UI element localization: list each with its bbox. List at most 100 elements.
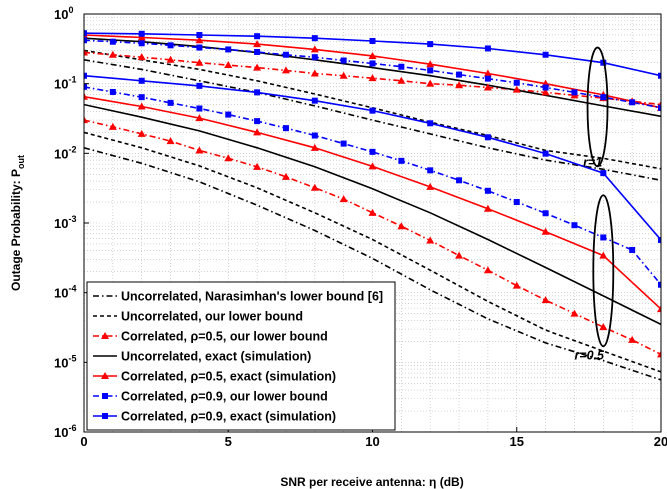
data-point-marker bbox=[368, 208, 377, 216]
data-point-marker bbox=[108, 50, 117, 58]
legend-marker bbox=[101, 332, 109, 339]
x-tick-label: 20 bbox=[654, 434, 667, 449]
data-point-marker bbox=[369, 60, 376, 67]
data-point-marker bbox=[137, 33, 146, 41]
data-point-marker bbox=[137, 53, 146, 61]
data-point-marker bbox=[658, 72, 661, 79]
data-point-marker bbox=[137, 129, 146, 137]
y-tick-label: 10-1 bbox=[54, 75, 76, 92]
data-point-marker bbox=[311, 54, 318, 61]
data-point-marker bbox=[512, 85, 521, 93]
x-tick-label: 10 bbox=[365, 434, 379, 449]
data-point-marker bbox=[629, 99, 636, 106]
data-point-marker bbox=[542, 150, 549, 157]
data-point-marker bbox=[427, 120, 434, 127]
data-point-marker bbox=[542, 51, 549, 58]
data-point-marker bbox=[600, 94, 607, 101]
data-point-marker bbox=[167, 42, 174, 49]
legend-entry: Uncorrelated, Narasimhan's lower bound [… bbox=[121, 290, 383, 304]
data-point-marker bbox=[195, 114, 204, 122]
data-point-marker bbox=[84, 92, 88, 100]
data-point-marker bbox=[310, 69, 319, 77]
data-point-marker bbox=[483, 83, 492, 91]
legend-marker bbox=[101, 372, 109, 379]
y-tick-label: 10-4 bbox=[54, 284, 76, 301]
data-point-marker bbox=[427, 167, 434, 174]
x-tick-label: 0 bbox=[80, 434, 87, 449]
y-axis-label: Outage Probability: Pout bbox=[9, 155, 26, 291]
annotation-label: r=1 bbox=[583, 155, 602, 169]
legend-entry: Uncorrelated, our lower bound bbox=[121, 310, 303, 324]
data-point-marker bbox=[398, 63, 405, 70]
data-point-marker bbox=[167, 99, 174, 106]
data-point-marker bbox=[658, 237, 661, 244]
data-point-marker bbox=[658, 281, 661, 288]
data-point-marker bbox=[109, 38, 116, 45]
data-point-marker bbox=[84, 48, 88, 56]
data-point-marker bbox=[571, 222, 578, 229]
data-point-marker bbox=[426, 60, 435, 68]
annotations: r=1 r=0.5 bbox=[574, 46, 615, 362]
data-point-marker bbox=[426, 236, 435, 244]
data-point-marker bbox=[84, 83, 87, 90]
annotation-label: r=0.5 bbox=[574, 348, 605, 362]
data-point-marker bbox=[455, 251, 464, 259]
data-point-marker bbox=[108, 122, 117, 130]
data-point-marker bbox=[311, 97, 318, 104]
data-point-marker bbox=[483, 266, 492, 274]
data-point-marker bbox=[541, 88, 550, 96]
data-point-marker bbox=[512, 281, 521, 289]
data-point-marker bbox=[310, 45, 319, 53]
series-line bbox=[84, 147, 661, 381]
data-point-marker bbox=[398, 157, 405, 164]
legend-entry: Correlated, ρ=0.5, exact (simulation) bbox=[121, 370, 336, 384]
x-axis-label: SNR per receive antenna: η (dB) bbox=[280, 475, 463, 489]
data-point-marker bbox=[253, 162, 262, 170]
axis-ticks: 0 5 10 15 20 100 10-1 10-2 10-3 10-4 10-5 10-6 bbox=[54, 5, 667, 449]
y-axis-label-subscript: out bbox=[16, 155, 26, 169]
data-point-marker bbox=[339, 195, 348, 203]
data-point-marker bbox=[224, 154, 233, 162]
data-point-marker bbox=[570, 309, 579, 317]
data-point-marker bbox=[254, 48, 261, 55]
grouping-ellipse bbox=[592, 194, 615, 348]
legend-box bbox=[86, 281, 396, 431]
data-point-marker bbox=[542, 210, 549, 217]
legend-marker bbox=[102, 393, 108, 399]
data-point-marker bbox=[310, 183, 319, 191]
data-point-marker bbox=[225, 111, 232, 118]
data-point-marker bbox=[599, 251, 608, 259]
data-point-marker bbox=[456, 177, 463, 184]
data-point-marker bbox=[368, 162, 377, 170]
data-point-marker bbox=[138, 94, 145, 101]
grouping-ellipse bbox=[586, 46, 609, 168]
y-tick-label: 10-5 bbox=[54, 353, 76, 370]
series-line bbox=[84, 131, 661, 373]
legend-marker bbox=[102, 413, 108, 419]
data-point-marker bbox=[253, 63, 262, 71]
data-point-marker bbox=[254, 118, 261, 125]
data-point-marker bbox=[369, 148, 376, 155]
series-line bbox=[84, 37, 661, 118]
data-point-marker bbox=[658, 104, 661, 111]
data-point-marker bbox=[368, 74, 377, 82]
data-point-marker bbox=[196, 44, 203, 51]
legend-entry: Correlated, ρ=0.9, exact (simulation) bbox=[121, 410, 336, 424]
data-point-marker bbox=[109, 88, 116, 95]
data-point-marker bbox=[629, 246, 636, 253]
data-point-marker bbox=[513, 199, 520, 206]
data-point-marker bbox=[657, 305, 661, 313]
data-point-marker bbox=[311, 35, 318, 42]
data-point-marker bbox=[138, 30, 145, 37]
data-point-marker bbox=[484, 75, 491, 82]
data-point-marker bbox=[195, 146, 204, 154]
series-line bbox=[84, 51, 661, 106]
data-point-marker bbox=[484, 45, 491, 52]
data-point-marker bbox=[137, 102, 146, 110]
data-point-marker bbox=[282, 51, 289, 58]
data-point-marker bbox=[340, 140, 347, 147]
y-tick-label: 100 bbox=[54, 5, 73, 22]
data-point-marker bbox=[369, 37, 376, 44]
data-point-marker bbox=[484, 134, 491, 141]
data-point-marker bbox=[196, 105, 203, 112]
